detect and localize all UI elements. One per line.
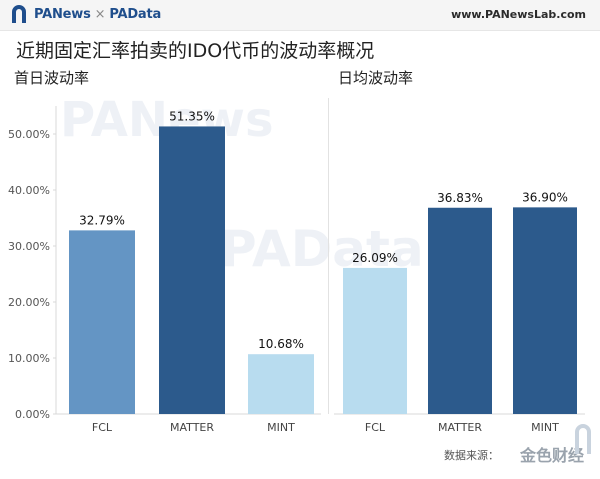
right-bar-matter xyxy=(428,207,492,414)
brand-right: PAData xyxy=(109,7,162,22)
left-x-tick-label: FCL xyxy=(92,421,113,434)
left-y-tick-label: 10.00% xyxy=(8,352,50,365)
right-value-label: 36.90% xyxy=(522,190,568,204)
left-x-tick-label: MATTER xyxy=(170,421,214,434)
left-y-tick-label: 0.00% xyxy=(15,408,50,421)
brand-title: PANews × PAData xyxy=(34,7,161,22)
left-value-label: 51.35% xyxy=(169,109,215,123)
header-bar: PANews × PAData www.PANewsLab.com xyxy=(0,0,600,31)
right-bar-fcl xyxy=(343,267,407,414)
right-chart-title: 日均波动率 xyxy=(338,69,414,87)
source-label: 数据来源： xyxy=(444,449,499,462)
left-y-tick-label: 50.00% xyxy=(8,128,50,141)
right-value-label: 26.09% xyxy=(352,251,398,265)
left-y-tick-label: 20.00% xyxy=(8,296,50,309)
brand-left: PANews xyxy=(34,7,91,22)
right-value-label: 36.83% xyxy=(437,191,483,205)
right-x-tick-label: MATTER xyxy=(438,421,482,434)
right-x-tick-label: MINT xyxy=(531,421,559,434)
panews-logo-icon xyxy=(12,5,26,23)
left-bar-matter xyxy=(159,126,225,414)
left-x-tick-label: MINT xyxy=(267,421,295,434)
left-y-tick-label: 30.00% xyxy=(8,240,50,253)
left-value-label: 32.79% xyxy=(79,213,125,227)
panel-divider xyxy=(328,98,329,414)
left-bar-mint xyxy=(248,354,314,414)
left-chart-title: 首日波动率 xyxy=(14,69,90,87)
left-value-label: 10.68% xyxy=(258,337,304,351)
corner-brand-logo: 金色财经 xyxy=(520,446,585,465)
right-x-tick-label: FCL xyxy=(365,421,386,434)
left-y-tick-label: 40.00% xyxy=(8,184,50,197)
corner-logo-icon xyxy=(575,424,591,454)
brand-separator: × xyxy=(94,7,106,22)
site-url[interactable]: www.PANewsLab.com xyxy=(451,8,586,21)
left-bar-fcl xyxy=(69,230,135,414)
page-title: 近期固定汇率拍卖的IDO代币的波动率概况 xyxy=(16,40,375,62)
right-bar-mint xyxy=(513,207,577,414)
